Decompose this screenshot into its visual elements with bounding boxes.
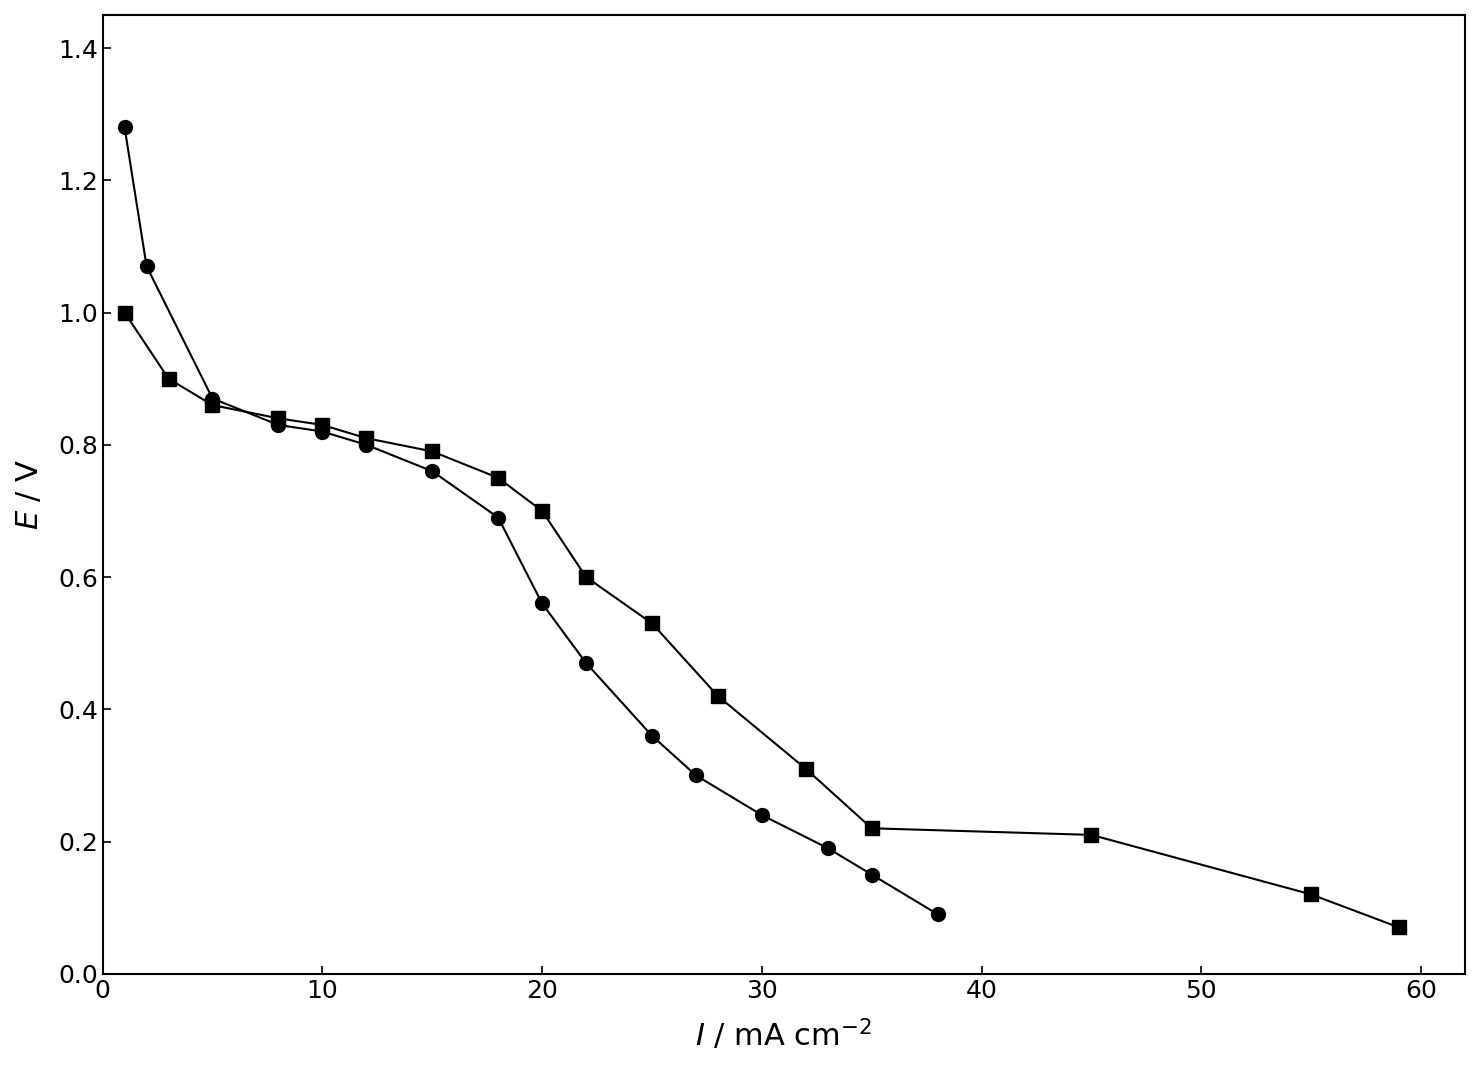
X-axis label: $I$ / mA cm$^{-2}$: $I$ / mA cm$^{-2}$ bbox=[696, 1017, 872, 1052]
Y-axis label: $E$ / V: $E$ / V bbox=[15, 459, 44, 530]
